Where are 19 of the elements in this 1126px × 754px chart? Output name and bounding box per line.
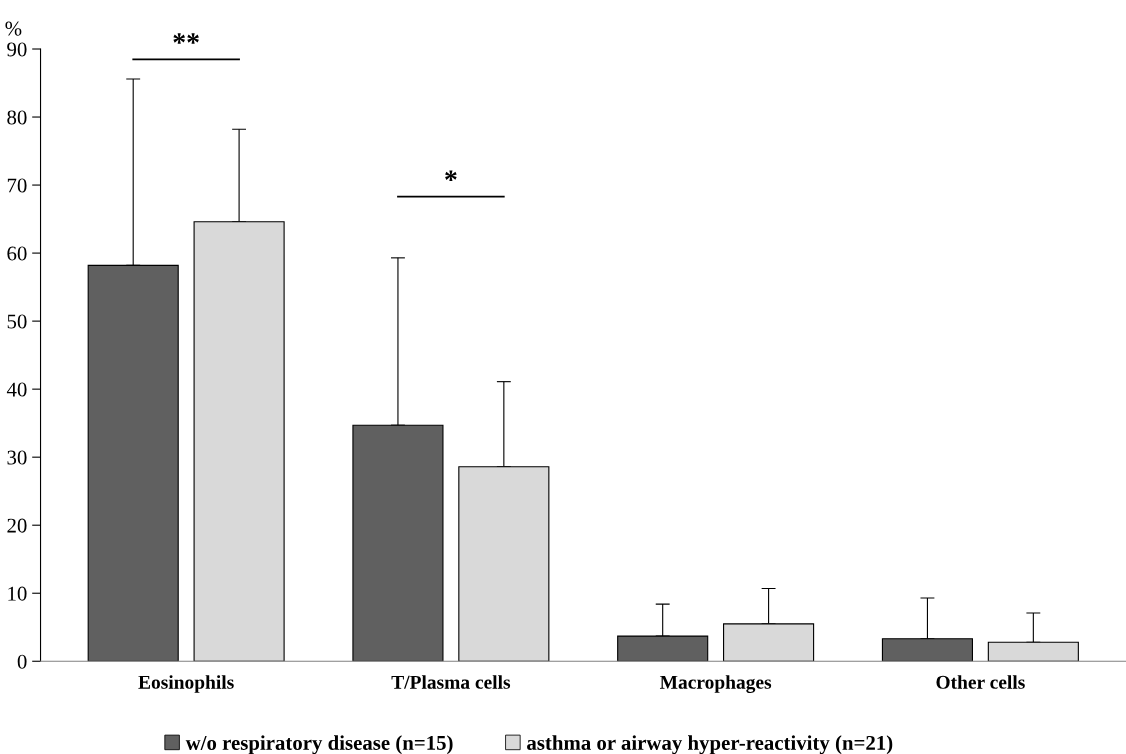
y-tick-label: 80 [7, 110, 27, 125]
y-tick-label: 60 [7, 246, 27, 261]
legend-label: asthma or airway hyper-reactivity (n=21) [527, 735, 893, 754]
y-tick-label: 90 [7, 42, 27, 57]
y-tick-label: 40 [6, 382, 27, 397]
y-tick-label: 70 [7, 178, 27, 193]
y-tick-label: 0 [17, 654, 27, 669]
text: ** [173, 33, 199, 44]
x-tick-label: T/Plasma cells [391, 675, 511, 689]
y-tick-label: 20 [7, 518, 27, 533]
annotation: * [445, 170, 457, 182]
x-tick-label: Eosinophils [138, 675, 234, 693]
x-tick-label: Other cells [936, 675, 1025, 689]
y-tick-label: 30 [7, 450, 27, 465]
legend-label: w/o respiratory disease (n=15) [185, 735, 453, 754]
y-tick-label: 50 [7, 314, 27, 329]
x-tick-label: Macrophages [659, 675, 772, 693]
y-axis-title: % [5, 21, 22, 36]
y-tick-label: 10 [8, 586, 27, 601]
